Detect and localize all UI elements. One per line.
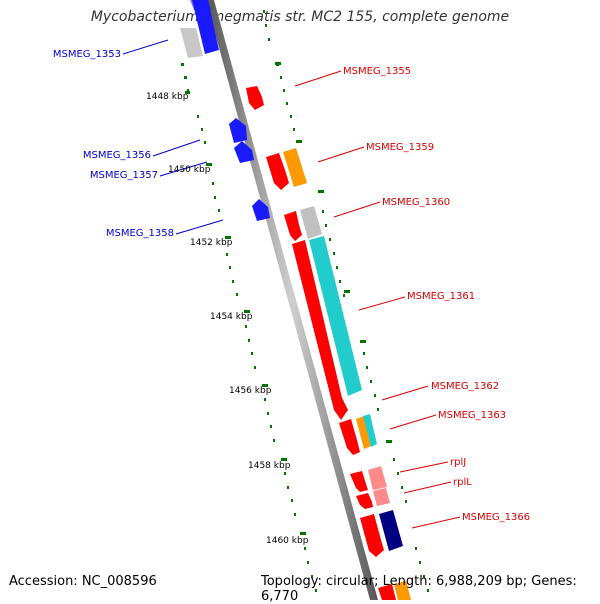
gene-msmeg-1366-navy: [379, 510, 403, 551]
gene-msmeg-1355: [246, 86, 264, 110]
gene-msmeg-1361-red: [292, 240, 348, 420]
gene-rplj-red: [350, 471, 368, 492]
gene-msmeg-1360-gray: [300, 206, 322, 239]
gene-label-msmeg-1362: MSMEG_1362: [431, 381, 499, 392]
gene-msmeg-1359-red: [266, 153, 289, 190]
gene-label-rpll: rplL: [453, 477, 472, 488]
scale-label: 1460 kbp: [266, 536, 309, 546]
gene-msmeg-1357: [234, 141, 254, 163]
label-leader-lines-left: [122, 39, 224, 235]
gene-blue-top: [190, 0, 211, 10]
gene-bottom-orange: [394, 581, 411, 600]
gene-label-msmeg-1356: MSMEG_1356: [83, 150, 151, 161]
gene-msmeg-1353-gray: [180, 28, 203, 58]
gene-bottom-red: [378, 584, 396, 600]
scale-label: 1458 kbp: [248, 461, 291, 471]
accession-text: Accession: NC_008596: [9, 574, 157, 589]
gene-labels-right: MSMEG_1355 MSMEG_1359 MSMEG_1360 MSMEG_1…: [343, 66, 530, 523]
scale-dots-right: [263, 10, 429, 592]
scale-label: 1454 kbp: [210, 312, 253, 322]
gene-msmeg-1358: [252, 199, 270, 221]
gene-label-msmeg-1359: MSMEG_1359: [366, 142, 434, 153]
label-leader-lines-right: [294, 70, 461, 529]
scale-label: 1450 kbp: [168, 165, 211, 175]
scale-label: 1448 kbp: [146, 92, 189, 102]
gene-msmeg-1363-orange: [356, 416, 371, 449]
gene-rpll-pink: [373, 488, 390, 506]
gene-label-msmeg-1363: MSMEG_1363: [438, 410, 506, 421]
gene-rplj-pink: [368, 466, 387, 490]
gene-msmeg-1363-cyan: [363, 414, 377, 447]
gene-msmeg-1356: [229, 118, 247, 143]
plus-strand-genes: [246, 86, 411, 600]
gene-label-msmeg-1353: MSMEG_1353: [53, 49, 121, 60]
gene-labels-left: MSMEG_1353 MSMEG_1356 MSMEG_1357 MSMEG_1…: [53, 49, 174, 239]
gene-label-msmeg-1360: MSMEG_1360: [382, 197, 450, 208]
scale-dots-left: [181, 63, 317, 592]
gene-msmeg-1366-red: [360, 514, 384, 557]
minus-strand-genes: [180, 0, 270, 221]
gene-label-msmeg-1361: MSMEG_1361: [407, 291, 475, 302]
scale-label: 1456 kbp: [229, 386, 272, 396]
gene-msmeg-1361-cyan: [309, 236, 362, 396]
gene-msmeg-1353-blue: [192, 0, 219, 54]
gene-label-msmeg-1355: MSMEG_1355: [343, 66, 411, 77]
gene-label-msmeg-1358: MSMEG_1358: [106, 228, 174, 239]
gene-msmeg-1362: [339, 419, 360, 455]
genome-backbone: [206, 0, 378, 600]
gene-rpll-red: [356, 493, 373, 509]
gene-label-msmeg-1357: MSMEG_1357: [90, 170, 158, 181]
gene-msmeg-1359-orange: [283, 148, 307, 187]
gene-label-msmeg-1366: MSMEG_1366: [462, 512, 530, 523]
scale-labels: 1448 kbp 1450 kbp 1452 kbp 1454 kbp 1456…: [146, 92, 309, 546]
gene-label-rplj: rplJ: [450, 457, 466, 468]
scale-label: 1452 kbp: [190, 238, 233, 248]
gene-msmeg-1360-red: [284, 211, 302, 241]
